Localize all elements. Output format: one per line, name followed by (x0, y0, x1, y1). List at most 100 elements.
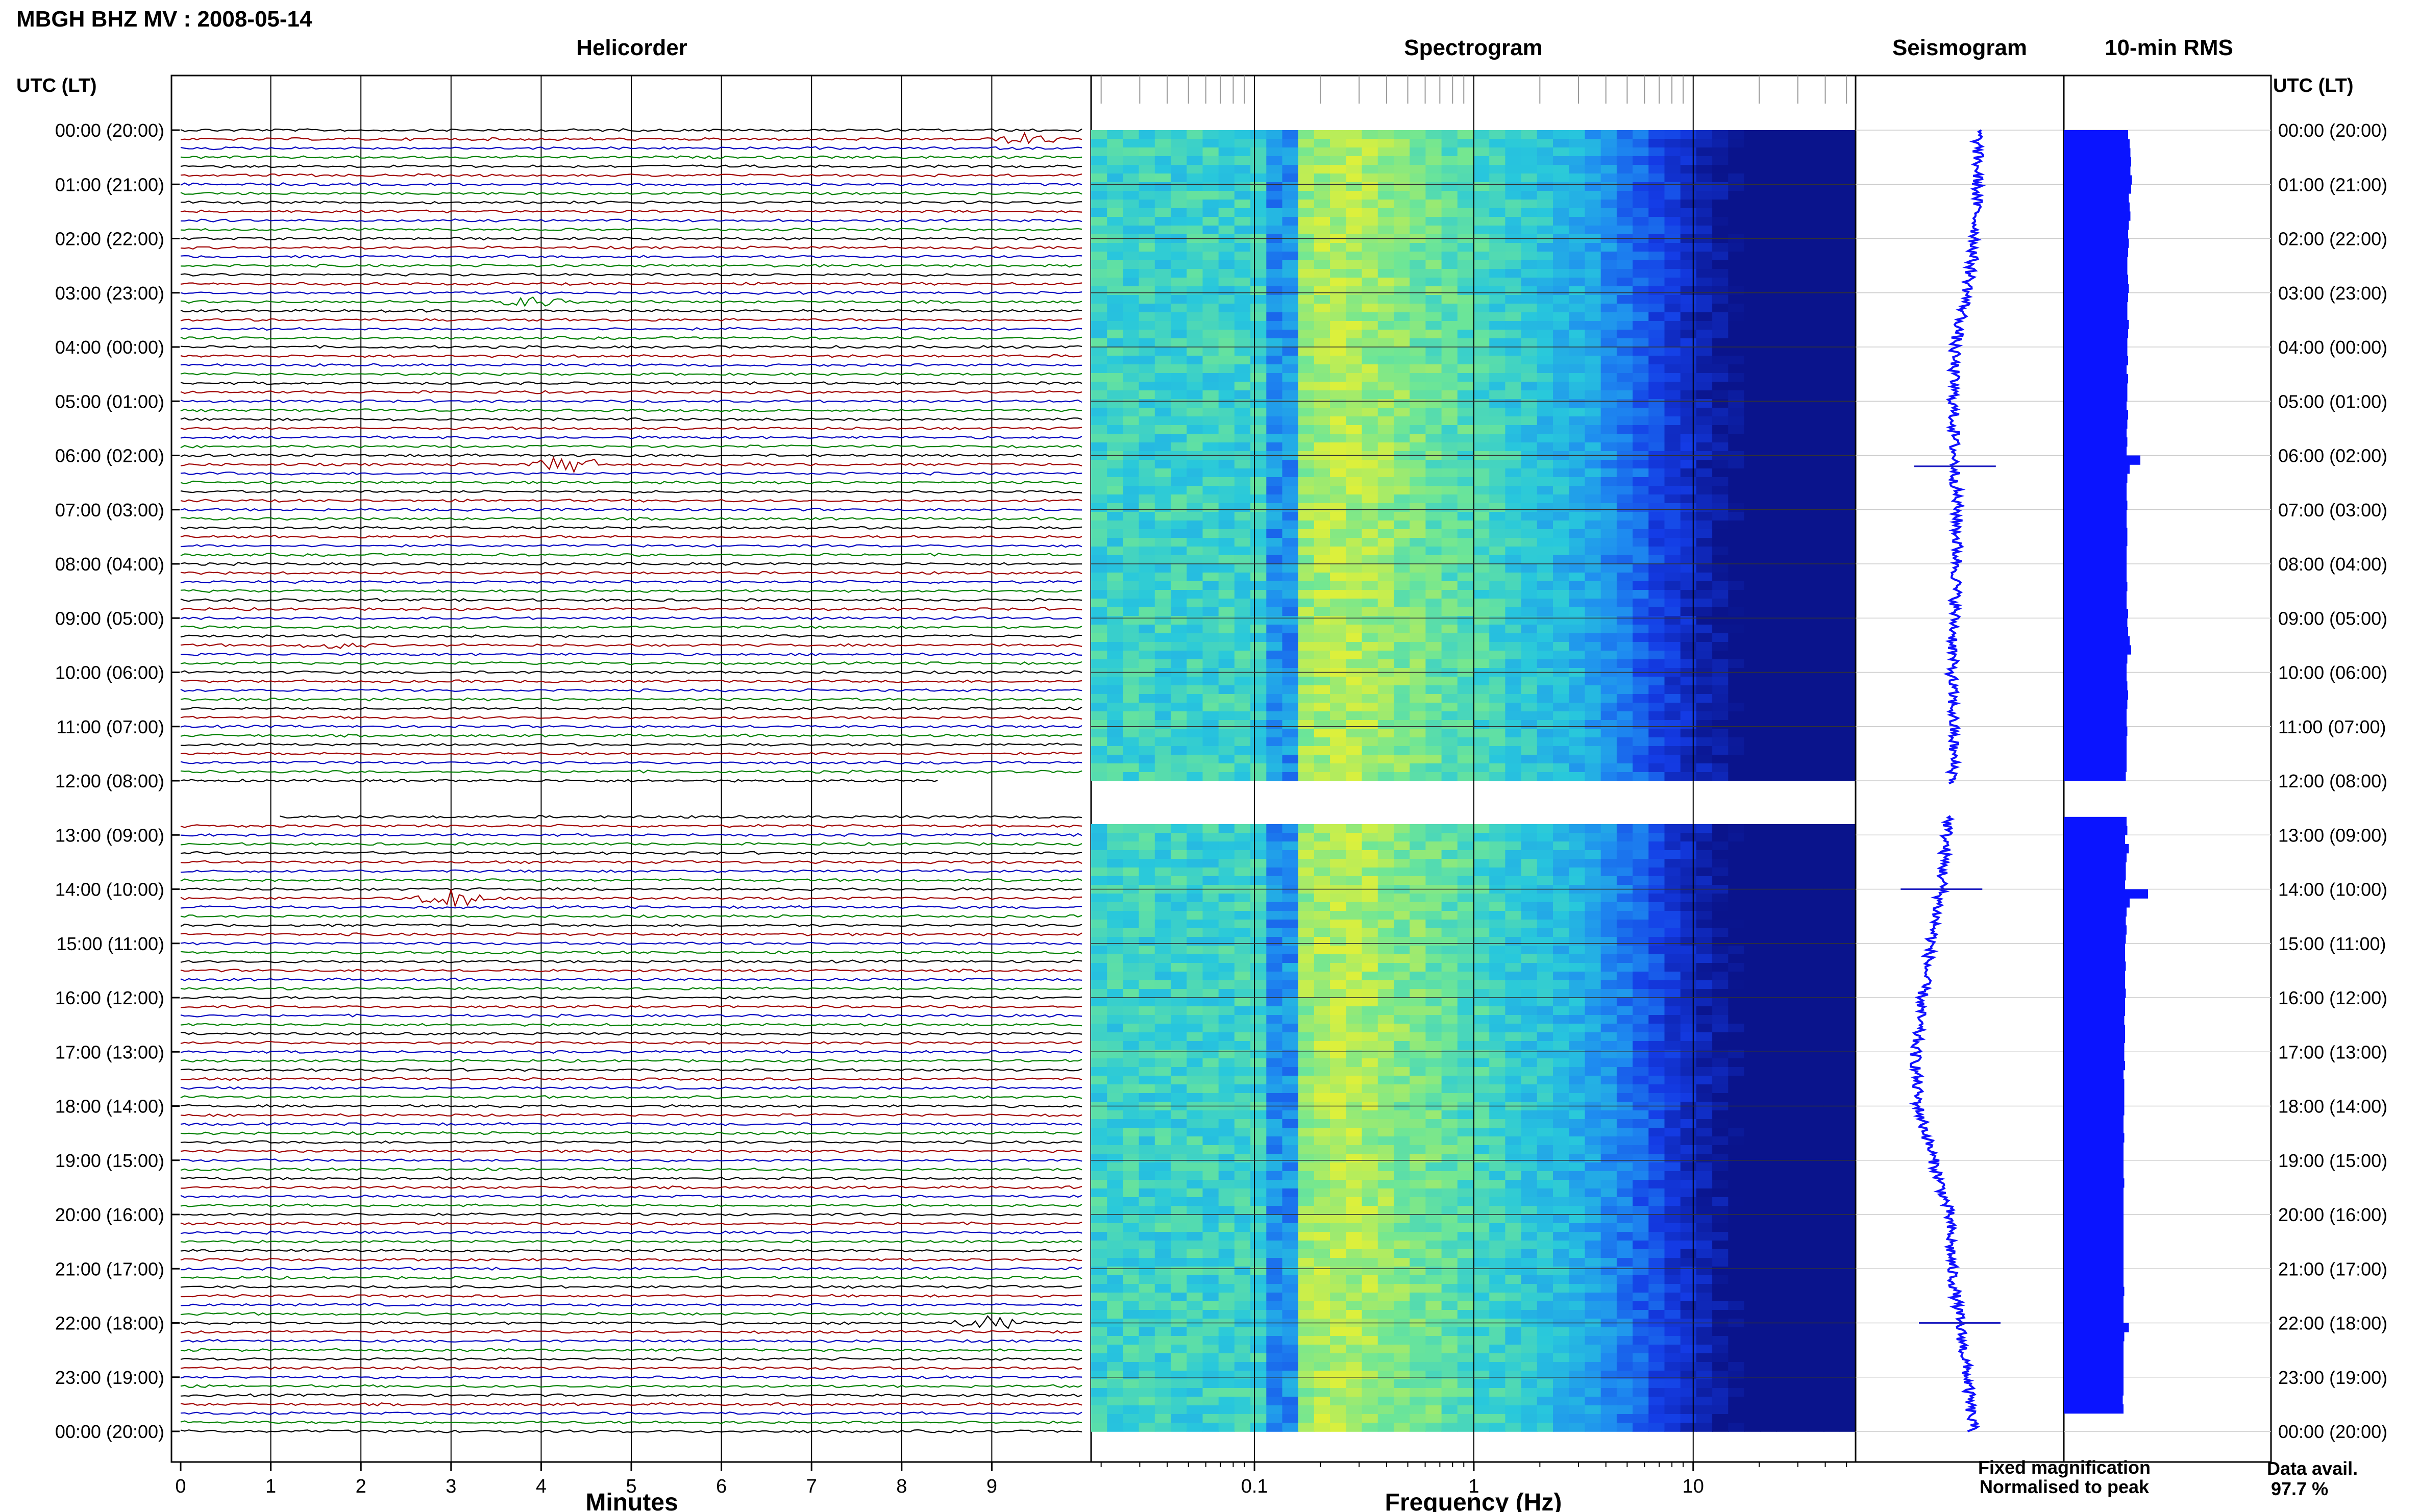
spectrogram-cell (1616, 460, 1633, 469)
spectrogram-cell (1600, 425, 1617, 434)
spectrogram-cell (1139, 946, 1155, 955)
spectrogram-cell (1171, 954, 1187, 963)
spectrogram-cell (1823, 529, 1840, 538)
spectrogram-cell (1298, 937, 1315, 946)
spectrogram-cell (1712, 946, 1729, 955)
spectrogram-cell (1792, 772, 1809, 781)
spectrogram-cell (1123, 364, 1140, 374)
spectrogram-cell (1314, 165, 1330, 174)
spectrogram-cell (1648, 711, 1665, 721)
spectrogram-cell (1314, 269, 1330, 278)
spectrogram-cell (1569, 972, 1586, 981)
spectrogram-cell (1171, 269, 1187, 278)
spectrogram-cell (1441, 920, 1458, 929)
spectrogram-cell (1171, 590, 1187, 599)
spectrogram-cell (1585, 1015, 1601, 1024)
spectrogram-cell (1139, 252, 1155, 261)
spectrogram-cell (1712, 408, 1729, 417)
spectrogram-cell (1091, 494, 1107, 504)
spectrogram-cell (1410, 763, 1426, 773)
spectrogram-cell (1569, 486, 1586, 495)
spectrogram-cell (1680, 425, 1697, 434)
spectrogram-cell (1744, 425, 1761, 434)
helicorder-trace (180, 1167, 1082, 1172)
spectrogram-cell (1377, 226, 1394, 235)
spectrogram-cell (1171, 980, 1187, 989)
spectrogram-cell (1664, 416, 1681, 426)
spectrogram-cell (1760, 1032, 1776, 1042)
spectrogram-cell (1266, 651, 1283, 660)
spectrogram-cell (1330, 998, 1347, 1007)
spectrogram-cell (1760, 512, 1776, 521)
spectrogram-cell (1744, 694, 1761, 703)
spectrogram-cell (1154, 642, 1171, 651)
spectrogram-cell (1441, 312, 1458, 321)
spectrogram-cell (1537, 408, 1553, 417)
spectrogram-cell (1123, 694, 1140, 703)
spectrogram-cell (1266, 200, 1283, 209)
spectrogram-cell (1171, 226, 1187, 235)
spectrogram-cell (1362, 347, 1378, 356)
spectrogram-cell (1123, 503, 1140, 512)
spectrogram-cell (1394, 373, 1410, 382)
spectrogram-cell (1600, 538, 1617, 547)
spectrogram-cell (1569, 399, 1586, 408)
spectrogram-cell (1823, 703, 1840, 712)
spectrogram-cell (1314, 442, 1330, 452)
spectrogram-cell (1680, 260, 1697, 269)
spectrogram-cell (1505, 867, 1522, 877)
spectrogram-cell (1346, 382, 1363, 391)
spectrogram-cell (1394, 581, 1410, 590)
spectrogram-cell (1473, 772, 1490, 781)
spectrogram-cell (1425, 555, 1442, 564)
spectrogram-cell (1441, 486, 1458, 495)
spectrogram-cell (1616, 876, 1633, 885)
spectrogram-cell (1091, 312, 1107, 321)
spectrogram-cell (1314, 642, 1330, 651)
spectrogram-cell (1250, 920, 1267, 929)
spectrogram-cell (1441, 330, 1458, 339)
spectrogram-cell (1346, 139, 1363, 148)
spectrogram-cell (1425, 477, 1442, 486)
spectrogram-cell (1633, 564, 1649, 573)
spectrogram-cell (1760, 746, 1776, 755)
spectrogram-cell (1123, 998, 1140, 1007)
spectrogram-cell (1776, 390, 1792, 400)
spectrogram-cell (1298, 278, 1315, 287)
spectrogram-cell (1362, 217, 1378, 226)
spectrogram-cell (1839, 520, 1856, 530)
spectrogram-cell (1823, 720, 1840, 729)
spectrogram-cell (1410, 1006, 1426, 1015)
spectrogram-cell (1473, 651, 1490, 660)
spectrogram-cell (1616, 139, 1633, 148)
spectrogram-cell (1792, 321, 1809, 330)
spectrogram-cell (1776, 356, 1792, 365)
spectrogram-cell (1600, 416, 1617, 426)
spectrogram-cell (1091, 659, 1107, 668)
spectrogram-cell (1410, 538, 1426, 547)
spectrogram-cell (1154, 338, 1171, 348)
spectrogram-cell (1808, 503, 1824, 512)
spectrogram-cell (1314, 260, 1330, 269)
spectrogram-cell (1776, 720, 1792, 729)
spectrogram-cell (1154, 512, 1171, 521)
spectrogram-cell (1202, 772, 1219, 781)
spectrogram-cell (1744, 599, 1761, 608)
spectrogram-cell (1171, 573, 1187, 582)
spectrogram-cell (1298, 911, 1315, 920)
spectrogram-cell (1457, 260, 1474, 269)
spectrogram-cell (1808, 920, 1824, 929)
spectrogram-cell (1537, 278, 1553, 287)
spectrogram-cell (1139, 382, 1155, 391)
spectrogram-cell (1633, 989, 1649, 998)
spectrogram-cell (1202, 1006, 1219, 1015)
spectrogram-cell (1377, 382, 1394, 391)
spectrogram-cell (1489, 1032, 1506, 1042)
spectrogram-cell (1282, 599, 1299, 608)
spectrogram-cell (1091, 468, 1107, 478)
spectrogram-cell (1473, 226, 1490, 235)
spectrogram-cell (1648, 494, 1665, 504)
spectrogram-cell (1680, 165, 1697, 174)
spectrogram-cell (1410, 173, 1426, 183)
spectrogram-cell (1808, 555, 1824, 564)
